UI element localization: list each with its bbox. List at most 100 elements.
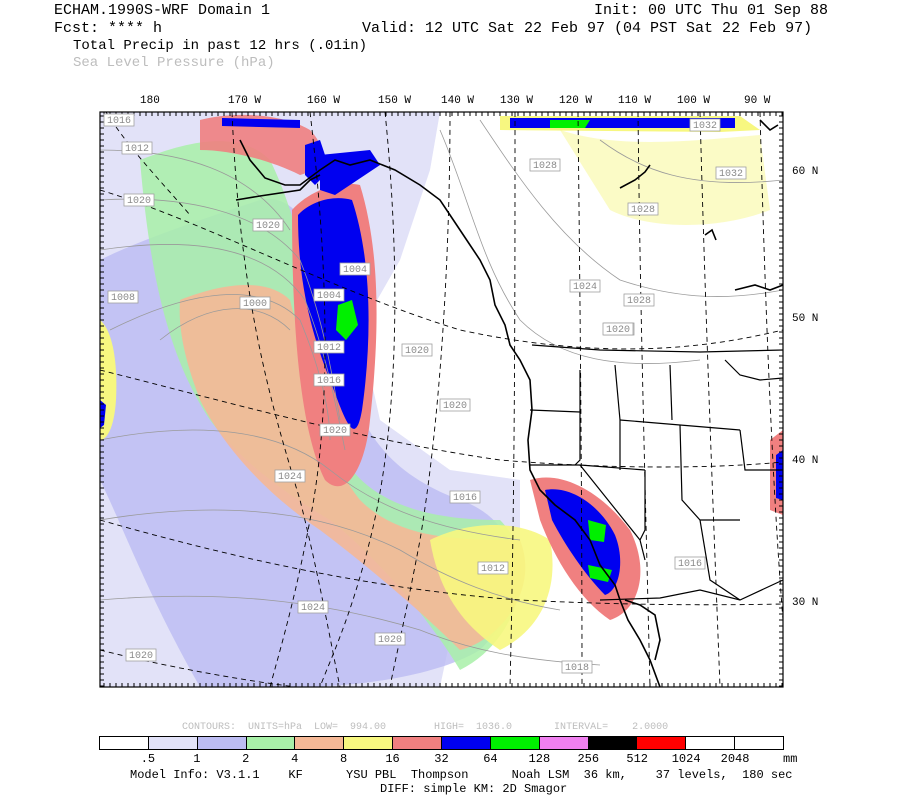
colorbar-label: 16 (385, 752, 400, 766)
colorbar-label: 8 (340, 752, 348, 766)
state-borders (529, 344, 783, 601)
map-fields (100, 112, 783, 687)
colorbar-swatch (148, 737, 198, 749)
svg-text:1024: 1024 (278, 472, 302, 483)
isobar-label: 1020 (374, 632, 406, 646)
svg-text:1018: 1018 (565, 663, 589, 674)
model-info: Model Info: V3.1.1 KF YSU PBL Thompson N… (130, 768, 793, 782)
colorbar-label: 128 (528, 752, 551, 766)
lat-lon-grid (100, 112, 783, 687)
svg-text:1020: 1020 (443, 401, 467, 412)
isobar-label: 1020 (125, 648, 157, 662)
isobar-label: 1016 (449, 490, 481, 504)
lon-label: 170 W (228, 95, 262, 107)
colorbar-label: 64 (483, 752, 498, 766)
lon-label: 160 W (307, 95, 341, 107)
isobar-label: 1020 (123, 193, 155, 207)
svg-text:1004: 1004 (343, 265, 367, 276)
isobar-label: 1004 (313, 288, 345, 302)
colorbar-swatch (588, 737, 638, 749)
isobar-label: 1024 (297, 600, 329, 614)
svg-text:1008: 1008 (111, 293, 135, 304)
svg-text:1020: 1020 (405, 346, 429, 357)
colorbar-swatch (490, 737, 540, 749)
svg-text:1028: 1028 (631, 205, 655, 216)
svg-text:1020: 1020 (323, 426, 347, 437)
isobar-label: 1032 (715, 166, 747, 180)
svg-text:1012: 1012 (125, 144, 149, 155)
lat-label: 60 N (792, 166, 819, 178)
isobar-label: 1024 (274, 469, 306, 483)
isobar-label: 1020 (252, 218, 284, 232)
isobar-label: 1028 (529, 158, 561, 172)
colorbar-swatch (637, 737, 687, 749)
map-frame (99, 111, 784, 688)
colorbar-label: 512 (626, 752, 649, 766)
svg-text:1012: 1012 (481, 564, 505, 575)
isobar-label: 1012 (313, 340, 345, 354)
colorbar-label: 4 (291, 752, 299, 766)
colorbar-swatch (442, 737, 491, 749)
isobar-label: 1020 (439, 398, 471, 412)
isobar-label: 1016 (674, 556, 706, 570)
isobar-label: 1032 (689, 118, 721, 132)
isobar-label: 1020 (319, 423, 351, 437)
svg-text:1028: 1028 (533, 161, 557, 172)
colorbar-swatch (686, 737, 736, 749)
field-secondary: Sea Level Pressure (hPa) (73, 55, 275, 71)
svg-text:1016: 1016 (453, 493, 477, 504)
colorbar-label: 256 (577, 752, 600, 766)
lat-label: 40 N (792, 455, 819, 467)
svg-text:1028: 1028 (627, 296, 651, 307)
svg-text:1024: 1024 (301, 603, 325, 614)
isobar-label: 1020 (602, 322, 634, 336)
svg-text:1020: 1020 (378, 635, 402, 646)
lat-label: 50 N (792, 313, 819, 325)
lat-label: 30 N (792, 597, 819, 609)
svg-text:1032: 1032 (719, 169, 743, 180)
isobar-label: 1020 (401, 343, 433, 357)
isobar-label: 1028 (627, 202, 659, 216)
field-primary: Total Precip in past 12 hrs (.01in) (73, 38, 368, 54)
colorbar-swatch (295, 737, 345, 749)
colorbar-label: 1 (193, 752, 201, 766)
lon-label: 100 W (677, 95, 711, 107)
svg-text:1012: 1012 (317, 343, 341, 354)
lon-label: 120 W (559, 95, 593, 107)
isobar-label: 1008 (107, 290, 139, 304)
coastlines (235, 119, 783, 687)
isobar-label: 1000 (239, 296, 271, 310)
lon-label: 110 W (618, 95, 652, 107)
isobar-contours (100, 119, 783, 666)
isobar-label: 1018 (561, 660, 593, 674)
svg-text:1016: 1016 (678, 559, 702, 570)
frame-ticks (100, 112, 783, 687)
valid-time: Valid: 12 UTC Sat 22 Feb 97 (04 PST Sat … (362, 20, 813, 37)
isobar-label: 1004 (339, 262, 371, 276)
colorbar-label: 1024 (671, 752, 701, 766)
colorbar-swatch (735, 737, 784, 749)
colorbar-swatch (197, 737, 247, 749)
svg-text:1032: 1032 (693, 121, 717, 132)
isobar-label: 1012 (477, 561, 509, 575)
svg-text:1020: 1020 (129, 651, 153, 662)
isobar-labels: 1016 1012 1020 1020 1008 1000 1004 1004 1012 1016… (103, 113, 747, 674)
svg-text:1024: 1024 (573, 282, 597, 293)
colorbar-swatch (539, 737, 589, 749)
colorbar-swatch (344, 737, 394, 749)
lon-label: 140 W (441, 95, 475, 107)
isobar-label: 1016 (313, 373, 345, 387)
isobar-label: 1016 (103, 113, 135, 127)
lon-label: 180 (140, 95, 160, 107)
colorbar-label: 2048 (720, 752, 750, 766)
colorbar-units: mm (783, 752, 798, 766)
colorbar-swatch (393, 737, 443, 749)
forecast-hour: Fcst: **** h (54, 20, 163, 37)
contours-info: CONTOURS: UNITS=hPa LOW= 994.00 HIGH= 10… (182, 722, 669, 733)
svg-text:1016: 1016 (107, 116, 131, 127)
isobar-label: 1028 (623, 293, 655, 307)
colorbar-label: .5 (140, 752, 156, 766)
precip-colorbar (99, 736, 784, 750)
colorbar-swatch (100, 737, 149, 749)
